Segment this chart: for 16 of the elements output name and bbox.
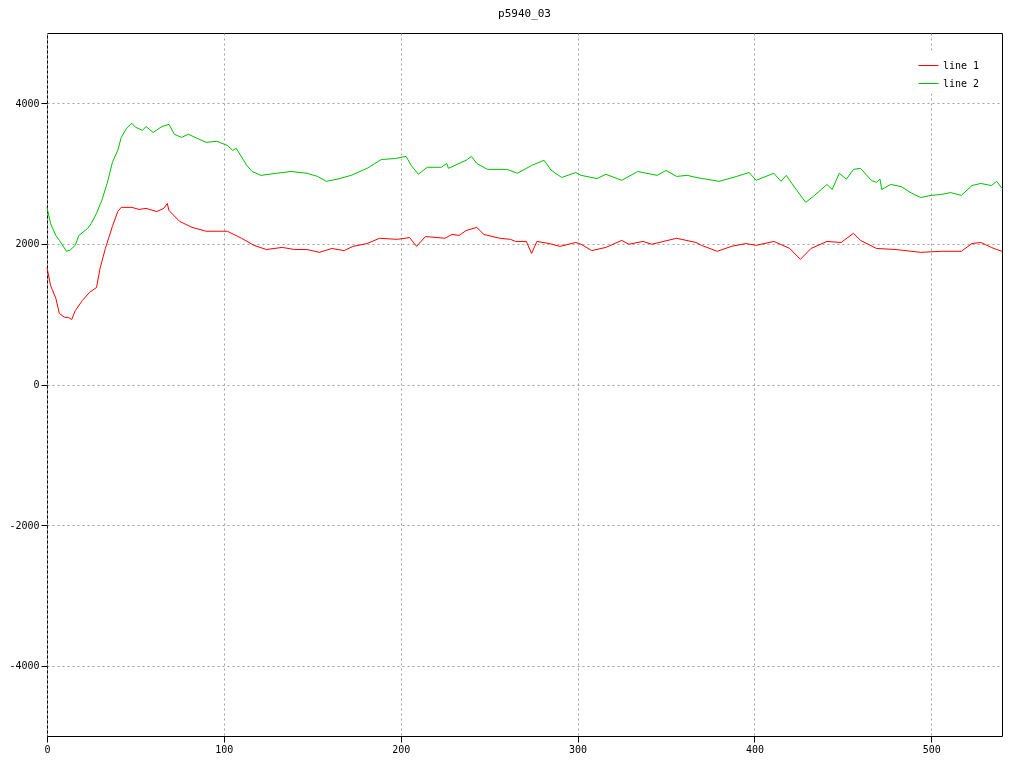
x-tick-label: 500 xyxy=(922,743,941,755)
line-series xyxy=(46,202,1003,320)
legend-label: line 2 xyxy=(943,77,980,89)
legend-label: line 1 xyxy=(943,59,980,71)
y-tick-label: 0 xyxy=(33,379,40,390)
y-tick-label: -2000 xyxy=(9,519,40,531)
x-tick-label: 400 xyxy=(745,743,764,755)
x-tick-label: 100 xyxy=(215,743,234,755)
y-tick-label: 4000 xyxy=(15,97,40,109)
chart-title: p5940_03 xyxy=(498,7,551,20)
y-tick-label: -4000 xyxy=(9,660,40,672)
line-series xyxy=(46,122,1003,252)
y-tick-label: 2000 xyxy=(15,238,40,250)
x-tick-label: 0 xyxy=(44,743,51,755)
x-tick-label: 200 xyxy=(392,743,411,755)
x-tick-label: 300 xyxy=(569,743,588,755)
